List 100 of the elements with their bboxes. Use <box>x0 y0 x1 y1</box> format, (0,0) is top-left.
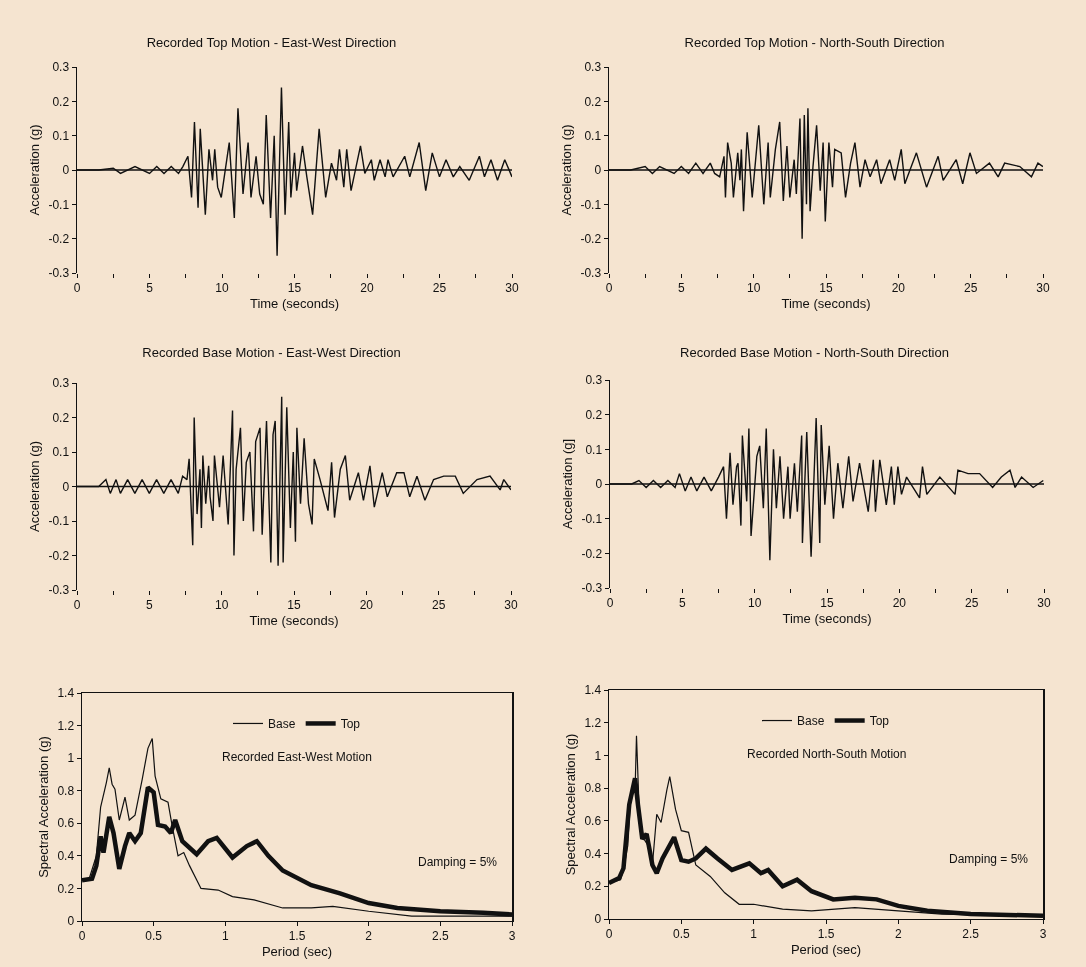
x-tick-label: 5 <box>678 596 686 611</box>
x-tick-label: 0.5 <box>672 927 690 942</box>
x-tick-label: 10 <box>747 596 762 611</box>
x-tick-label: 20 <box>359 598 374 613</box>
y-tick-label: -0.1 <box>48 197 70 212</box>
y-tick-label: 1.4 <box>57 686 75 701</box>
x-tick-label: 30 <box>1036 281 1050 296</box>
x-tick-label: 3 <box>508 929 516 944</box>
x-axis-title: Period (sec) <box>261 944 333 959</box>
annotation: Recorded East-West Motion <box>222 750 372 764</box>
x-tick-label: 0.5 <box>145 929 163 944</box>
y-tick-label: -0.1 <box>581 511 603 526</box>
x-tick-label: 10 <box>746 281 761 296</box>
y-tick-label: 0 <box>62 163 70 178</box>
y-tick-label: -0.3 <box>48 583 70 598</box>
y-axis-title: Spectral Acceleration (g) <box>35 736 51 878</box>
x-tick-label: 15 <box>287 281 302 296</box>
y-tick-label: 0.2 <box>585 407 603 422</box>
x-tick-label: 2.5 <box>431 929 449 944</box>
y-tick-label: 0.1 <box>52 445 70 460</box>
y-axis-title: Acceleration (g) <box>26 124 42 216</box>
x-tick-label: 0 <box>605 281 613 296</box>
annotation: Recorded North-South Motion <box>747 747 907 761</box>
x-tick-label: 3 <box>1039 927 1047 942</box>
x-tick-label: 1 <box>221 929 229 944</box>
y-tick-label: 1.2 <box>57 718 75 733</box>
x-axis-title: Period (sec) <box>790 942 862 957</box>
x-tick-label: 25 <box>431 598 446 613</box>
chart-title: Recorded Base Motion - North-South Direction <box>680 344 949 360</box>
chart-title: Recorded Top Motion - North-South Direction <box>684 34 945 50</box>
x-tick-label: 10 <box>214 598 229 613</box>
x-tick-label: 25 <box>432 281 447 296</box>
chart-title: Recorded Top Motion - East-West Direction <box>146 34 397 50</box>
y-tick-label: 0.6 <box>57 816 75 831</box>
x-tick-label: 30 <box>504 598 518 613</box>
x-tick-label: 10 <box>215 281 229 296</box>
y-tick-label: 0.1 <box>584 128 602 143</box>
y-tick-label: 0 <box>594 912 602 927</box>
y-tick-label: 1 <box>67 751 75 766</box>
legend-label: Base <box>797 714 825 729</box>
y-tick-label: 0 <box>67 914 75 929</box>
y-axis-title: Acceleration (g) <box>558 124 574 216</box>
x-tick-label: 15 <box>819 281 833 296</box>
x-tick-label: 20 <box>892 596 907 611</box>
y-tick-label: -0.3 <box>581 581 603 596</box>
x-tick-label: 0 <box>605 927 613 942</box>
x-tick-label: 5 <box>146 281 154 296</box>
y-tick-label: -0.3 <box>580 266 602 281</box>
y-tick-label: -0.3 <box>48 266 70 281</box>
x-tick-label: 25 <box>964 596 979 611</box>
y-tick-label: 0.1 <box>585 442 603 457</box>
y-axis-title: Acceleration (g] <box>559 438 575 530</box>
x-tick-label: 1 <box>750 927 758 942</box>
y-axis-title: Acceleration (g) <box>26 440 42 533</box>
y-tick-label: 1.4 <box>584 683 602 698</box>
legend-label: Base <box>268 717 296 732</box>
y-tick-label: 0.2 <box>584 94 602 109</box>
x-tick-label: 30 <box>505 281 519 296</box>
x-tick-label: 0 <box>78 929 86 944</box>
y-tick-label: 0.4 <box>584 846 602 861</box>
x-tick-label: 0 <box>606 596 614 611</box>
y-tick-label: -0.2 <box>48 548 70 563</box>
x-tick-label: 5 <box>145 598 153 613</box>
x-tick-label: 20 <box>891 281 906 296</box>
x-tick-label: 25 <box>963 281 978 296</box>
x-tick-label: 20 <box>360 281 374 296</box>
x-tick-label: 15 <box>287 598 301 613</box>
y-tick-label: 0 <box>594 163 602 178</box>
y-tick-label: -0.2 <box>48 231 70 246</box>
annotation: Damping = 5% <box>949 852 1029 866</box>
y-tick-label: 0 <box>62 479 70 494</box>
y-tick-label: 0.4 <box>57 849 75 864</box>
x-tick-label: 2.5 <box>962 927 980 942</box>
y-tick-label: 0.2 <box>52 410 70 425</box>
y-tick-label: 0.1 <box>52 128 70 143</box>
x-tick-label: 30 <box>1037 596 1051 611</box>
y-tick-label: 0.2 <box>584 879 602 894</box>
y-tick-label: -0.2 <box>581 546 603 561</box>
x-tick-label: 2 <box>894 927 902 942</box>
y-tick-label: 0.8 <box>584 781 602 796</box>
y-axis-title: Spectral Acceleration (g) <box>562 733 578 876</box>
x-tick-label: 1.5 <box>817 927 835 942</box>
x-tick-label: 5 <box>677 281 685 296</box>
x-axis-title: Time (seconds) <box>781 296 871 311</box>
y-tick-label: 0.3 <box>585 373 603 388</box>
x-axis-title: Time (seconds) <box>249 296 340 311</box>
y-tick-label: -0.2 <box>580 231 602 246</box>
y-tick-label: -0.1 <box>580 197 602 212</box>
y-tick-label: -0.1 <box>48 514 70 529</box>
y-tick-label: 1 <box>594 748 602 763</box>
x-tick-label: 1.5 <box>288 929 306 944</box>
chart-title: Recorded Base Motion - East-West Direction <box>142 344 401 360</box>
x-tick-label: 2 <box>365 929 373 944</box>
y-tick-label: 1.2 <box>584 715 602 730</box>
y-tick-label: 0 <box>595 477 603 492</box>
x-axis-title: Time (seconds) <box>249 613 339 628</box>
legend-label: Top <box>340 717 361 732</box>
annotation: Damping = 5% <box>418 855 498 869</box>
y-tick-label: 0.2 <box>52 94 70 109</box>
y-tick-label: 0.3 <box>584 60 602 75</box>
